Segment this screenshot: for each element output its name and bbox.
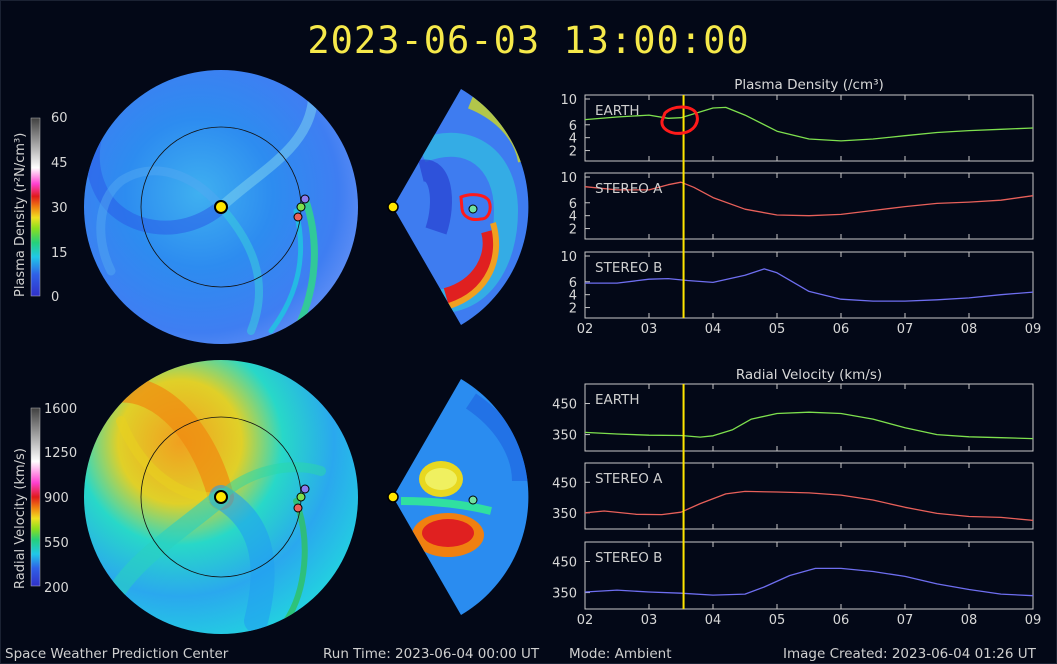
timestamp-title: 2023-06-03 13:00:00 bbox=[307, 19, 750, 62]
panel-frame bbox=[584, 172, 1034, 240]
series-label: STEREO A bbox=[595, 181, 663, 197]
velocity-meridional-view bbox=[387, 379, 529, 615]
series-label: STEREO A bbox=[595, 471, 663, 487]
panel-frame bbox=[584, 251, 1034, 319]
earth-marker-icon bbox=[468, 495, 478, 505]
chart-title: Radial Velocity (km/s) bbox=[736, 367, 882, 383]
x-tick-label: 08 bbox=[961, 613, 978, 628]
series-line-stereo-a bbox=[584, 490, 1034, 522]
x-tick-label: 03 bbox=[641, 322, 658, 337]
y-tick-label: 10 bbox=[560, 250, 577, 265]
svg-text:550: 550 bbox=[44, 536, 69, 551]
panel-frame bbox=[584, 94, 1034, 162]
series-label: STEREO B bbox=[595, 260, 662, 276]
sun-icon bbox=[214, 200, 228, 214]
sun-icon bbox=[387, 201, 399, 213]
panel-frame bbox=[584, 541, 1034, 610]
density-colorbar: 60 45 30 15 0 bbox=[30, 111, 68, 305]
x-tick-label: 07 bbox=[897, 322, 914, 337]
y-tick-label: 4 bbox=[569, 132, 577, 147]
svg-text:30: 30 bbox=[51, 201, 68, 216]
x-tick-label: 09 bbox=[1025, 613, 1042, 628]
y-tick-label: 350 bbox=[552, 429, 577, 444]
series-line-stereo-b bbox=[584, 567, 1034, 597]
svg-text:1600: 1600 bbox=[44, 402, 77, 417]
earth-marker-icon bbox=[468, 204, 478, 214]
y-tick-label: 450 bbox=[552, 556, 577, 571]
y-tick-label: 450 bbox=[552, 398, 577, 413]
y-tick-label: 2 bbox=[569, 223, 577, 238]
y-tick-label: 6 bbox=[569, 276, 577, 291]
x-tick-label: 05 bbox=[769, 322, 786, 337]
y-tick-label: 10 bbox=[560, 171, 577, 186]
footer-mode: Mode: Ambient bbox=[569, 646, 672, 662]
footer-run-time: Run Time: 2023-06-04 00:00 UT bbox=[323, 646, 540, 662]
x-tick-label: 03 bbox=[641, 613, 658, 628]
stereo-a-marker-icon bbox=[293, 503, 303, 513]
y-tick-label: 2 bbox=[569, 145, 577, 160]
stereo-b-marker-icon bbox=[300, 194, 310, 204]
chart-title: Plasma Density (/cm³) bbox=[734, 77, 884, 93]
x-tick-label: 07 bbox=[897, 613, 914, 628]
x-tick-label: 02 bbox=[577, 322, 594, 337]
panel-frame bbox=[584, 462, 1034, 530]
y-tick-label: 6 bbox=[569, 119, 577, 134]
svg-text:45: 45 bbox=[51, 156, 68, 171]
series-label: STEREO B bbox=[595, 550, 662, 566]
svg-text:15: 15 bbox=[51, 246, 68, 261]
series-label: EARTH bbox=[595, 392, 640, 408]
svg-text:1250: 1250 bbox=[44, 446, 77, 461]
earth-marker-icon bbox=[296, 492, 306, 502]
velocity-colorbar: 1600 1250 900 550 200 bbox=[30, 402, 77, 596]
y-tick-label: 2 bbox=[569, 302, 577, 317]
series-label: EARTH bbox=[595, 103, 640, 119]
series-line-earth bbox=[584, 411, 1034, 440]
series-line-earth bbox=[584, 106, 1034, 142]
x-tick-label: 06 bbox=[833, 613, 850, 628]
x-tick-label: 09 bbox=[1025, 322, 1042, 337]
svg-text:200: 200 bbox=[44, 581, 69, 596]
y-tick-label: 4 bbox=[569, 210, 577, 225]
earth-marker-icon bbox=[296, 202, 306, 212]
x-tick-label: 08 bbox=[961, 322, 978, 337]
stereo-b-marker-icon bbox=[300, 484, 310, 494]
series-line-stereo-a bbox=[584, 181, 1034, 217]
footer-organization: Space Weather Prediction Center bbox=[5, 646, 229, 662]
svg-text:60: 60 bbox=[51, 111, 68, 126]
panel-frame bbox=[584, 383, 1034, 452]
x-tick-label: 06 bbox=[833, 322, 850, 337]
svg-text:0: 0 bbox=[51, 290, 59, 305]
series-line-stereo-b bbox=[585, 268, 1034, 302]
x-tick-label: 05 bbox=[769, 613, 786, 628]
density-ecliptic-view bbox=[84, 70, 358, 344]
highlight-circle-icon bbox=[660, 105, 699, 135]
y-tick-label: 6 bbox=[569, 197, 577, 212]
y-tick-label: 450 bbox=[552, 476, 577, 491]
x-tick-label: 02 bbox=[577, 613, 594, 628]
y-tick-label: 350 bbox=[552, 507, 577, 522]
footer-image-created: Image Created: 2023-06-04 01:26 UT bbox=[783, 646, 1036, 662]
sun-icon bbox=[214, 490, 228, 504]
svg-text:900: 900 bbox=[44, 491, 69, 506]
stereo-a-marker-icon bbox=[293, 212, 303, 222]
y-tick-label: 10 bbox=[560, 93, 577, 108]
y-tick-label: 350 bbox=[552, 587, 577, 602]
x-tick-label: 04 bbox=[705, 322, 722, 337]
x-tick-label: 04 bbox=[705, 613, 722, 628]
y-tick-label: 4 bbox=[569, 289, 577, 304]
sun-icon bbox=[387, 491, 399, 503]
highlight-circle-icon bbox=[459, 193, 492, 221]
